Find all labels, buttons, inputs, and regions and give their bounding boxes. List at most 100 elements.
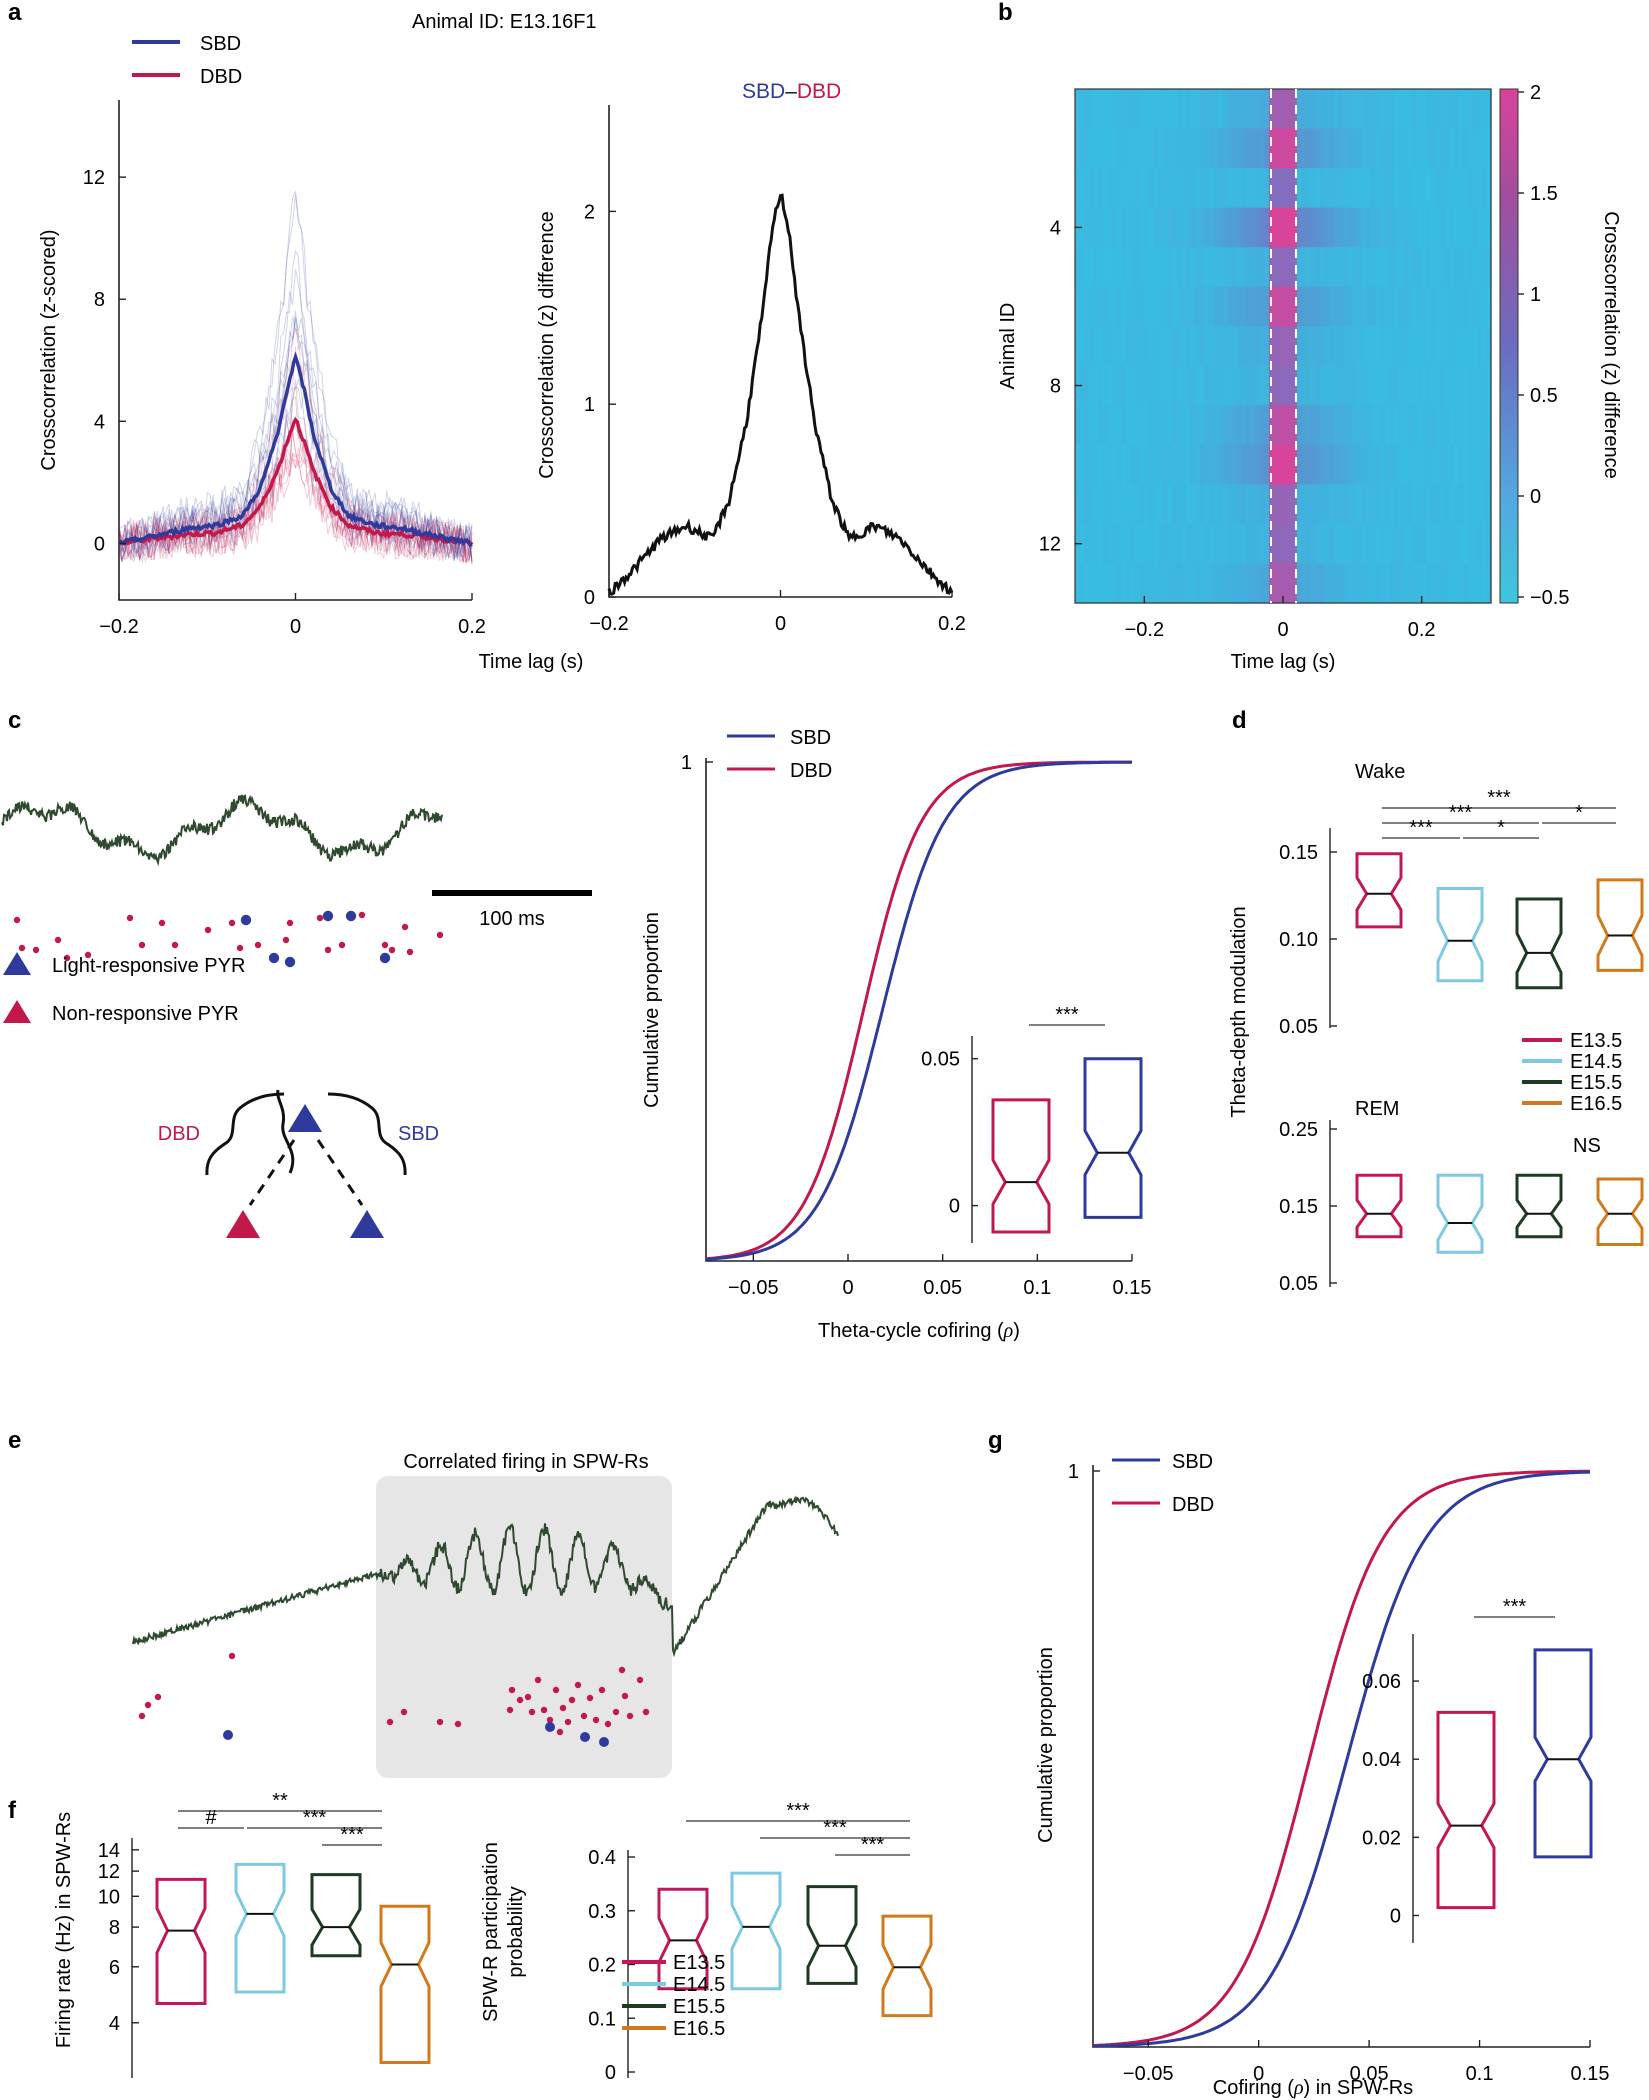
heat-cell (1213, 326, 1219, 367)
heat-cell (1116, 365, 1122, 406)
spike-dot (158, 919, 166, 927)
heat-cell (1084, 326, 1090, 367)
legend-sbd-c: SBD (790, 727, 831, 749)
heat-cell (1264, 444, 1270, 485)
heat-cell (1130, 365, 1136, 406)
ytick-label: 8 (109, 1917, 120, 1939)
heat-cell (1458, 168, 1464, 209)
heat-cell (1449, 405, 1455, 446)
heat-cell (1176, 286, 1182, 327)
heat-cell (1199, 247, 1205, 288)
heat-cell (1333, 523, 1339, 564)
heat-cell (1209, 326, 1215, 367)
heat-cell (1347, 365, 1353, 406)
heat-cell (1352, 365, 1358, 406)
heat-cell (1440, 247, 1446, 288)
inset-ytick-label: 0 (949, 1196, 960, 1218)
heat-cell (1218, 484, 1224, 525)
heat-cell (1380, 405, 1386, 446)
heat-cell (1486, 365, 1492, 406)
heat-cell (1412, 286, 1418, 327)
heat-cell (1440, 286, 1446, 327)
heat-cell (1310, 168, 1316, 209)
heat-cell (1421, 405, 1427, 446)
heat-cell (1380, 365, 1386, 406)
heat-cell (1380, 286, 1386, 327)
heat-cell (1338, 326, 1344, 367)
heat-cell (1204, 484, 1210, 525)
heat-cell (1352, 207, 1358, 248)
heat-cell (1149, 365, 1155, 406)
heat-cell (1190, 168, 1196, 209)
heat-cell (1454, 365, 1460, 406)
xlabel-g-end: ) in SPW-Rs (1304, 2077, 1414, 2099)
heat-cell (1102, 286, 1108, 327)
heat-cell (1375, 286, 1381, 327)
heat-cell (1176, 444, 1182, 485)
heat-cell (1306, 286, 1312, 327)
spike-dot (154, 1693, 162, 1701)
heat-cell (1384, 563, 1390, 604)
heat-cell (1417, 365, 1423, 406)
heat-cell (1440, 168, 1446, 209)
heat-cell (1167, 563, 1173, 604)
heat-cell (1264, 128, 1270, 169)
heat-cell (1283, 168, 1289, 209)
heat-cell (1084, 128, 1090, 169)
heat-cell (1417, 168, 1423, 209)
heat-cell (1135, 168, 1141, 209)
ticks-g-cdf: 1 −0.05 0 0.05 0.1 0.15 (1068, 1461, 1610, 2085)
heat-cell (1250, 444, 1256, 485)
heat-cell (1222, 563, 1229, 604)
heat-cell (1093, 207, 1099, 248)
heat-cell (1236, 365, 1242, 406)
heat-cell (1458, 247, 1464, 288)
heat-cell (1236, 128, 1242, 169)
heat-cell (1407, 405, 1413, 446)
xtick-label: −0.2 (1125, 619, 1164, 641)
heat-cell (1199, 128, 1205, 169)
heat-cell (1162, 484, 1168, 525)
heat-cell (1463, 563, 1469, 604)
heat-cell (1093, 128, 1099, 169)
heat-cell (1172, 326, 1178, 367)
schematic-dbd-label: DBD (158, 1123, 200, 1145)
heat-cell (1232, 523, 1238, 564)
ytick-label: 0 (605, 2062, 616, 2084)
heat-cell (1398, 365, 1404, 406)
heat-cell (1232, 207, 1238, 248)
heat-cell (1093, 247, 1099, 288)
heat-cell (1213, 128, 1219, 169)
sig-label: *** (1487, 787, 1511, 809)
heat-cell (1190, 484, 1196, 525)
heat-cell (1162, 444, 1168, 485)
heat-cell (1116, 128, 1122, 169)
heat-cell (1375, 89, 1381, 130)
heat-cell (1139, 326, 1145, 367)
heat-cell (1486, 286, 1492, 327)
heat-cell (1213, 207, 1219, 248)
heat-cell (1172, 563, 1178, 604)
schematic-dash-dbd (248, 1139, 296, 1206)
heat-cell (1301, 563, 1307, 604)
heat-cell (1361, 128, 1367, 169)
diff-trace (607, 193, 954, 596)
heat-cell (1426, 168, 1432, 209)
heat-cell (1306, 405, 1312, 446)
heat-cell (1278, 444, 1284, 485)
heat-cell (1153, 365, 1159, 406)
spike-dot (63, 954, 71, 962)
heat-cell (1435, 444, 1441, 485)
heat-cell (1149, 168, 1155, 209)
heat-cell (1264, 247, 1270, 288)
heat-cell (1398, 523, 1404, 564)
heat-cell (1130, 326, 1136, 367)
heat-cell (1093, 563, 1099, 604)
heat-cell (1440, 563, 1446, 604)
heat-cell (1398, 286, 1404, 327)
heat-cell (1292, 247, 1298, 288)
heat-cell (1093, 405, 1099, 446)
pair-trace (118, 346, 473, 563)
heat-cell (1329, 89, 1335, 130)
